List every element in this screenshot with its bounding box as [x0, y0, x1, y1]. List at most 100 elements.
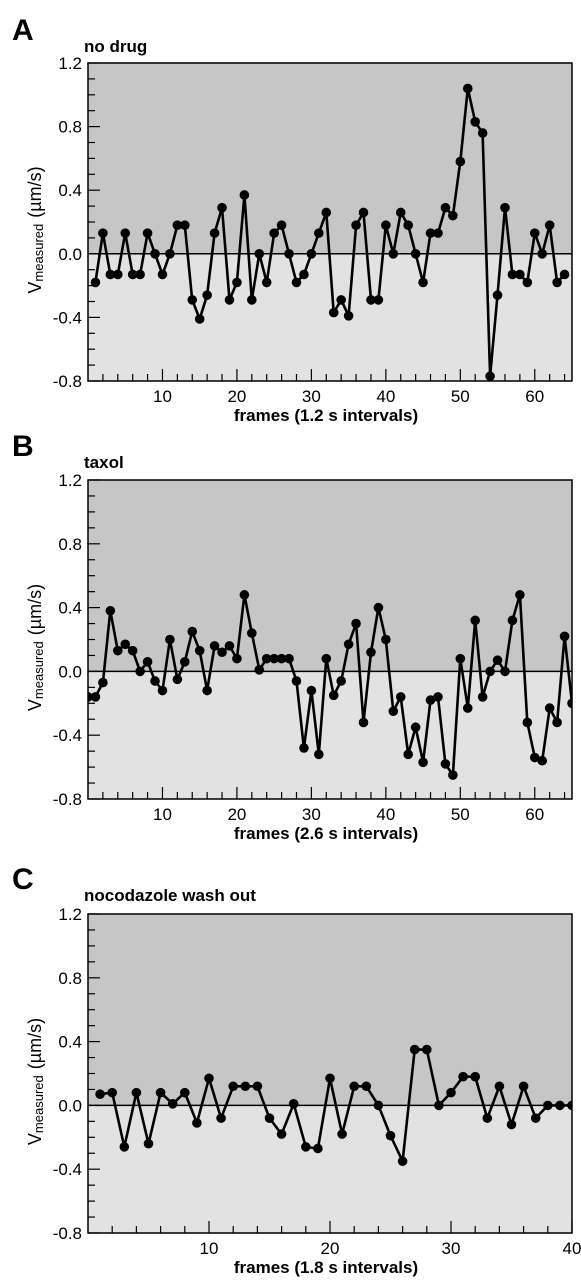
- data-point: [373, 1100, 384, 1111]
- data-point: [180, 1087, 190, 1098]
- data-point: [515, 590, 525, 600]
- data-point: [448, 770, 458, 780]
- data-point: [264, 1113, 275, 1123]
- data-point: [425, 228, 436, 238]
- data-point: [254, 249, 265, 259]
- data-point: [336, 295, 346, 305]
- data-point: [462, 703, 473, 713]
- y-axis-title: Vmeasured (µm/s): [25, 1018, 46, 1145]
- data-point: [418, 757, 428, 768]
- data-point: [276, 653, 287, 664]
- y-tick-label: 1.2: [58, 54, 82, 73]
- data-point: [269, 228, 279, 238]
- data-point: [434, 1100, 444, 1111]
- data-point: [458, 1071, 468, 1082]
- data-point: [544, 220, 555, 230]
- data-point: [112, 645, 123, 656]
- data-point: [470, 615, 481, 626]
- y-tick-label: 0.0: [58, 1096, 82, 1115]
- data-point: [313, 1143, 323, 1154]
- y-tick-label: -0.8: [53, 790, 82, 809]
- data-point: [284, 249, 294, 259]
- data-point: [135, 666, 145, 677]
- y-tick-label: 0.4: [58, 181, 82, 200]
- data-point: [567, 1100, 572, 1111]
- data-point: [95, 1089, 105, 1100]
- data-point: [529, 228, 540, 238]
- y-title-main: V: [25, 282, 45, 294]
- data-point: [150, 676, 160, 686]
- data-point: [217, 202, 227, 213]
- x-tick-label: 10: [153, 805, 172, 824]
- x-tick-label: 50: [451, 805, 470, 824]
- data-point: [381, 634, 391, 645]
- data-point: [142, 657, 153, 667]
- data-point: [462, 83, 473, 94]
- y-tick-label: 0.8: [58, 969, 82, 988]
- data-point: [530, 1113, 541, 1123]
- chart-panel-b: 1.2 0.8 0.4 0.0 -0.4 -0.8 10 20 30 40 50 60 frames (…: [12, 430, 573, 843]
- y-title-sub: measured: [31, 641, 46, 699]
- data-point: [167, 1099, 178, 1109]
- data-point: [351, 618, 361, 629]
- data-point: [261, 277, 272, 288]
- panel-title: no drug: [84, 37, 147, 56]
- plot-area-upper: [88, 63, 572, 254]
- chart-panel-c: 1.2 0.8 0.4 0.0 -0.4 -0.8 10 20 30 40 frames (1.8 …: [12, 863, 581, 1277]
- data-point: [180, 657, 190, 667]
- y-tick-label: -0.4: [53, 726, 82, 745]
- data-point: [291, 676, 302, 686]
- data-point: [455, 156, 466, 167]
- panel-letter: A: [12, 14, 34, 47]
- data-point: [446, 1087, 456, 1098]
- data-point: [470, 117, 481, 127]
- panel-title: nocodazole wash out: [84, 886, 256, 905]
- data-point: [321, 653, 332, 664]
- y-tick-label: -0.4: [53, 1160, 82, 1179]
- data-point: [433, 228, 443, 238]
- data-point: [492, 290, 503, 300]
- y-tick-label: 0.4: [58, 599, 82, 618]
- data-point: [477, 128, 488, 138]
- data-point: [567, 698, 572, 709]
- data-point: [240, 1081, 251, 1092]
- y-axis-title: Vmeasured (µm/s): [25, 584, 46, 711]
- x-tick-label: 40: [376, 387, 395, 406]
- y-tick-label: 0.4: [58, 1033, 82, 1052]
- data-point: [321, 207, 332, 218]
- data-point: [433, 692, 443, 702]
- data-point: [172, 220, 183, 230]
- y-tick-label: 1.2: [58, 905, 82, 924]
- x-tick-label: 40: [376, 805, 395, 824]
- data-point: [155, 1087, 166, 1098]
- data-point: [165, 249, 175, 259]
- data-point: [254, 665, 265, 675]
- x-tick-label: 30: [302, 387, 321, 406]
- data-point: [202, 685, 212, 696]
- data-point: [555, 1100, 565, 1111]
- y-title-unit: (µm/s): [25, 584, 45, 635]
- data-point: [506, 1119, 517, 1130]
- data-point: [247, 628, 257, 638]
- data-point: [337, 1129, 347, 1139]
- data-point: [217, 647, 227, 658]
- data-point: [299, 743, 309, 753]
- panel-title: taxol: [84, 453, 124, 472]
- data-point: [239, 590, 250, 600]
- data-point: [90, 277, 101, 288]
- series-line: [94, 87, 566, 378]
- data-point: [276, 1129, 287, 1139]
- data-point: [543, 1100, 553, 1111]
- data-point: [127, 269, 138, 280]
- data-point: [325, 1073, 335, 1084]
- data-point: [291, 277, 302, 288]
- data-point: [518, 1081, 529, 1092]
- data-point: [529, 752, 540, 763]
- data-point: [239, 190, 250, 200]
- y-tick-label: 0.8: [58, 118, 82, 137]
- data-point: [477, 692, 488, 702]
- data-point: [455, 653, 466, 664]
- data-point: [202, 290, 212, 300]
- data-point: [157, 685, 168, 696]
- data-point: [172, 674, 183, 685]
